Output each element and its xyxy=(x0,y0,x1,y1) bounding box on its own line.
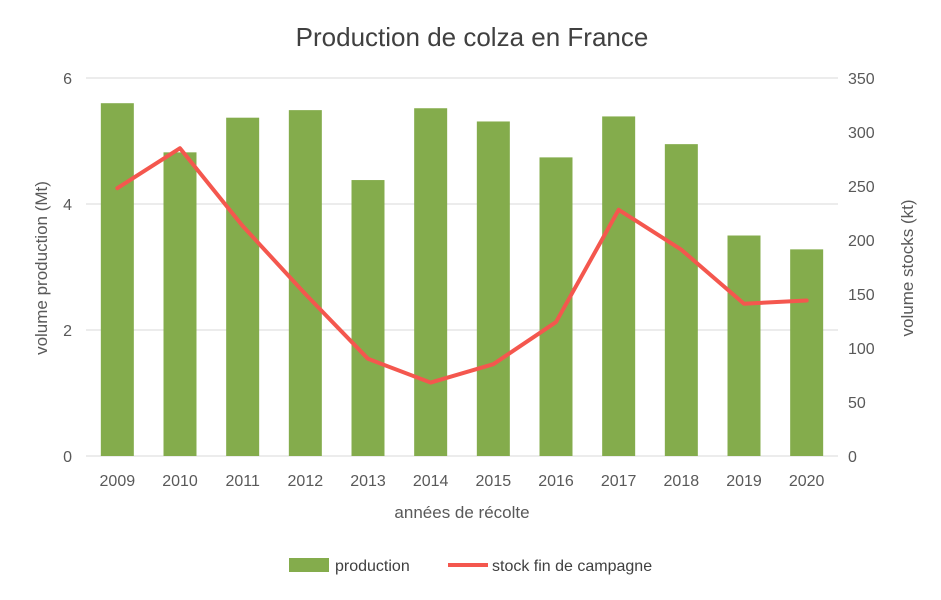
bar-production-2019 xyxy=(727,235,761,456)
bar-production-2014 xyxy=(414,108,448,457)
legend-swatch-production xyxy=(289,558,329,572)
x-tick-label: 2020 xyxy=(789,473,825,490)
bar-production-2020 xyxy=(790,249,824,456)
y-axis-left-label: volume production (Mt) xyxy=(32,181,51,355)
y-right-tick-label: 0 xyxy=(848,449,857,466)
bar-production-2010 xyxy=(163,152,197,456)
y-right-tick-label: 300 xyxy=(848,125,875,142)
x-tick-label: 2017 xyxy=(601,473,637,490)
x-tick-label: 2012 xyxy=(288,473,324,490)
y-left-tick-label: 2 xyxy=(63,323,72,340)
bar-production-2016 xyxy=(539,157,573,456)
gridlines xyxy=(86,77,838,457)
y-left-tick-label: 4 xyxy=(63,197,72,214)
x-tick-label: 2016 xyxy=(538,473,574,490)
legend-label-stock: stock fin de campagne xyxy=(492,558,652,575)
x-tick-label: 2018 xyxy=(664,473,700,490)
line-series xyxy=(115,146,809,385)
x-tick-label: 2014 xyxy=(413,473,449,490)
x-tick-label: 2013 xyxy=(350,473,386,490)
y-left-tick-label: 6 xyxy=(63,71,72,88)
y-axis-left: 0 2 4 6 xyxy=(63,71,72,466)
y-axis-right: 0 50 100 150 200 250 300 350 xyxy=(848,71,875,466)
x-tick-label: 2010 xyxy=(162,473,198,490)
bar-production-2009 xyxy=(100,103,134,456)
bar-production-2017 xyxy=(602,116,636,457)
legend-label-production: production xyxy=(335,558,410,575)
x-tick-label: 2011 xyxy=(225,473,260,490)
x-tick-label: 2019 xyxy=(726,473,762,490)
y-right-tick-label: 100 xyxy=(848,341,875,358)
y-right-tick-label: 250 xyxy=(848,179,875,196)
x-axis-label: années de récolte xyxy=(394,503,529,522)
bar-production-2011 xyxy=(226,117,260,456)
legend: production stock fin de campagne xyxy=(289,558,652,575)
x-tick-label: 2015 xyxy=(476,473,512,490)
y-right-tick-label: 200 xyxy=(848,233,875,250)
bar-production-2018 xyxy=(664,144,698,456)
y-right-tick-label: 50 xyxy=(848,395,866,412)
bar-production-2015 xyxy=(476,121,510,456)
chart-title: Production de colza en France xyxy=(296,22,649,52)
y-right-tick-label: 150 xyxy=(848,287,875,304)
x-tick-label: 2009 xyxy=(100,473,136,490)
y-axis-right-label: volume stocks (kt) xyxy=(898,200,917,337)
line-stock-fin-de-campagne xyxy=(115,146,809,385)
x-axis: 2009 2010 2011 2012 2013 2014 2015 2016 2017 2018… xyxy=(100,473,825,490)
y-left-tick-label: 0 xyxy=(63,449,72,466)
y-right-tick-label: 350 xyxy=(848,71,875,88)
bar-production-2013 xyxy=(351,180,385,456)
